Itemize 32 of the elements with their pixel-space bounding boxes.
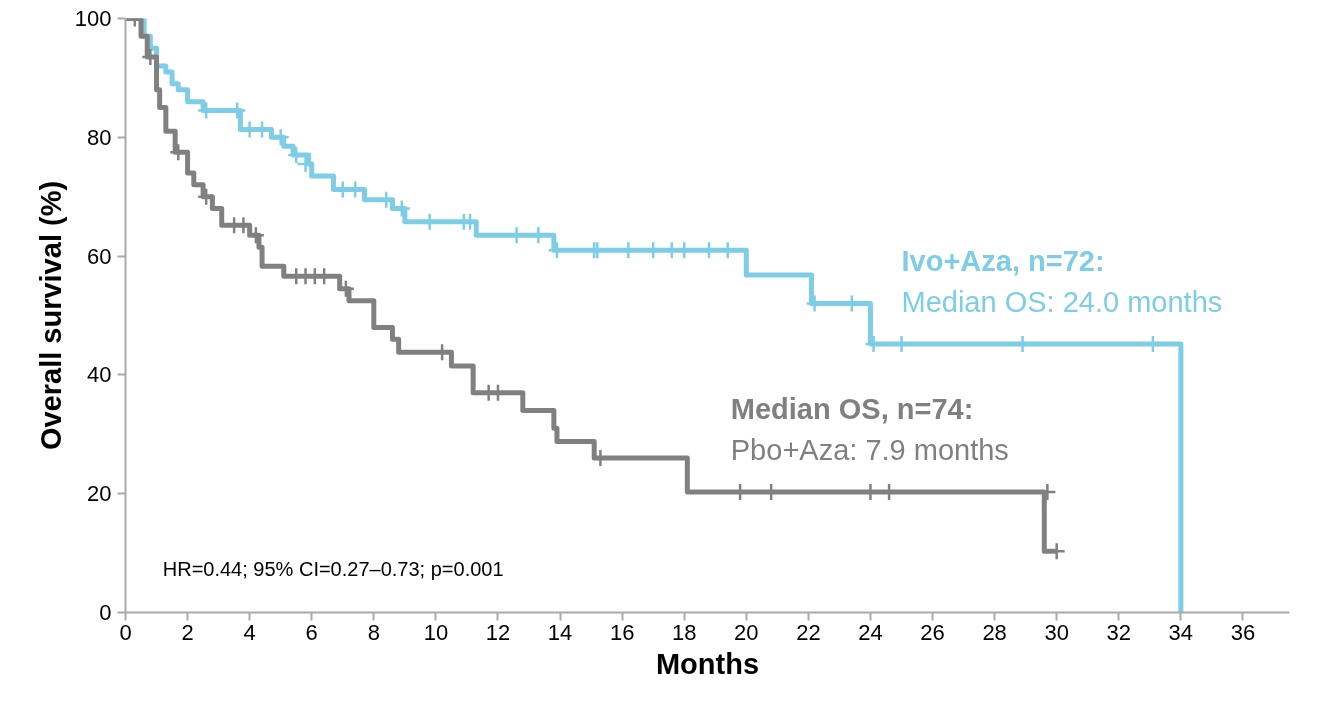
x-tick-label: 28	[982, 619, 1007, 645]
x-tick-label: 24	[858, 619, 883, 645]
x-tick-label: 4	[243, 619, 256, 645]
x-tick-label: 30	[1044, 619, 1069, 645]
x-tick-label: 36	[1230, 619, 1256, 645]
y-axis-title: Overall survival (%)	[34, 180, 67, 451]
y-tick-label: 100	[74, 6, 112, 31]
x-tick-label: 32	[1106, 619, 1132, 645]
y-tick-label: 0	[99, 600, 112, 625]
x-tick-label: 6	[305, 619, 318, 645]
series-label: Ivo+Aza, n=72:	[901, 244, 1105, 277]
x-tick-label: 34	[1168, 619, 1194, 645]
x-tick-label: 0	[119, 619, 132, 645]
y-tick-label: 80	[87, 124, 112, 150]
y-tick-label: 60	[87, 243, 112, 269]
annotation: HR=0.44; 95% CI=0.27–0.73; p=0.001	[162, 557, 504, 580]
x-tick-label: 8	[367, 619, 380, 645]
x-tick-label: 26	[920, 619, 945, 645]
x-axis-title: Months	[655, 647, 760, 680]
x-tick-label: 18	[671, 619, 697, 645]
x-tick-label: 14	[547, 619, 573, 645]
x-tick-label: 10	[423, 619, 449, 645]
y-tick-label: 40	[87, 362, 112, 388]
x-tick-label: 20	[734, 619, 759, 645]
annotation: Median OS: 24.0 months	[901, 285, 1223, 318]
x-tick-label: 2	[181, 619, 194, 645]
x-tick-label: 16	[609, 619, 635, 645]
x-tick-label: 22	[796, 619, 821, 645]
annotation: Pbo+Aza: 7.9 months	[730, 434, 1009, 467]
y-tick-label: 20	[87, 481, 112, 507]
series-label: Median OS, n=74:	[730, 393, 974, 426]
x-tick-label: 12	[485, 619, 511, 645]
